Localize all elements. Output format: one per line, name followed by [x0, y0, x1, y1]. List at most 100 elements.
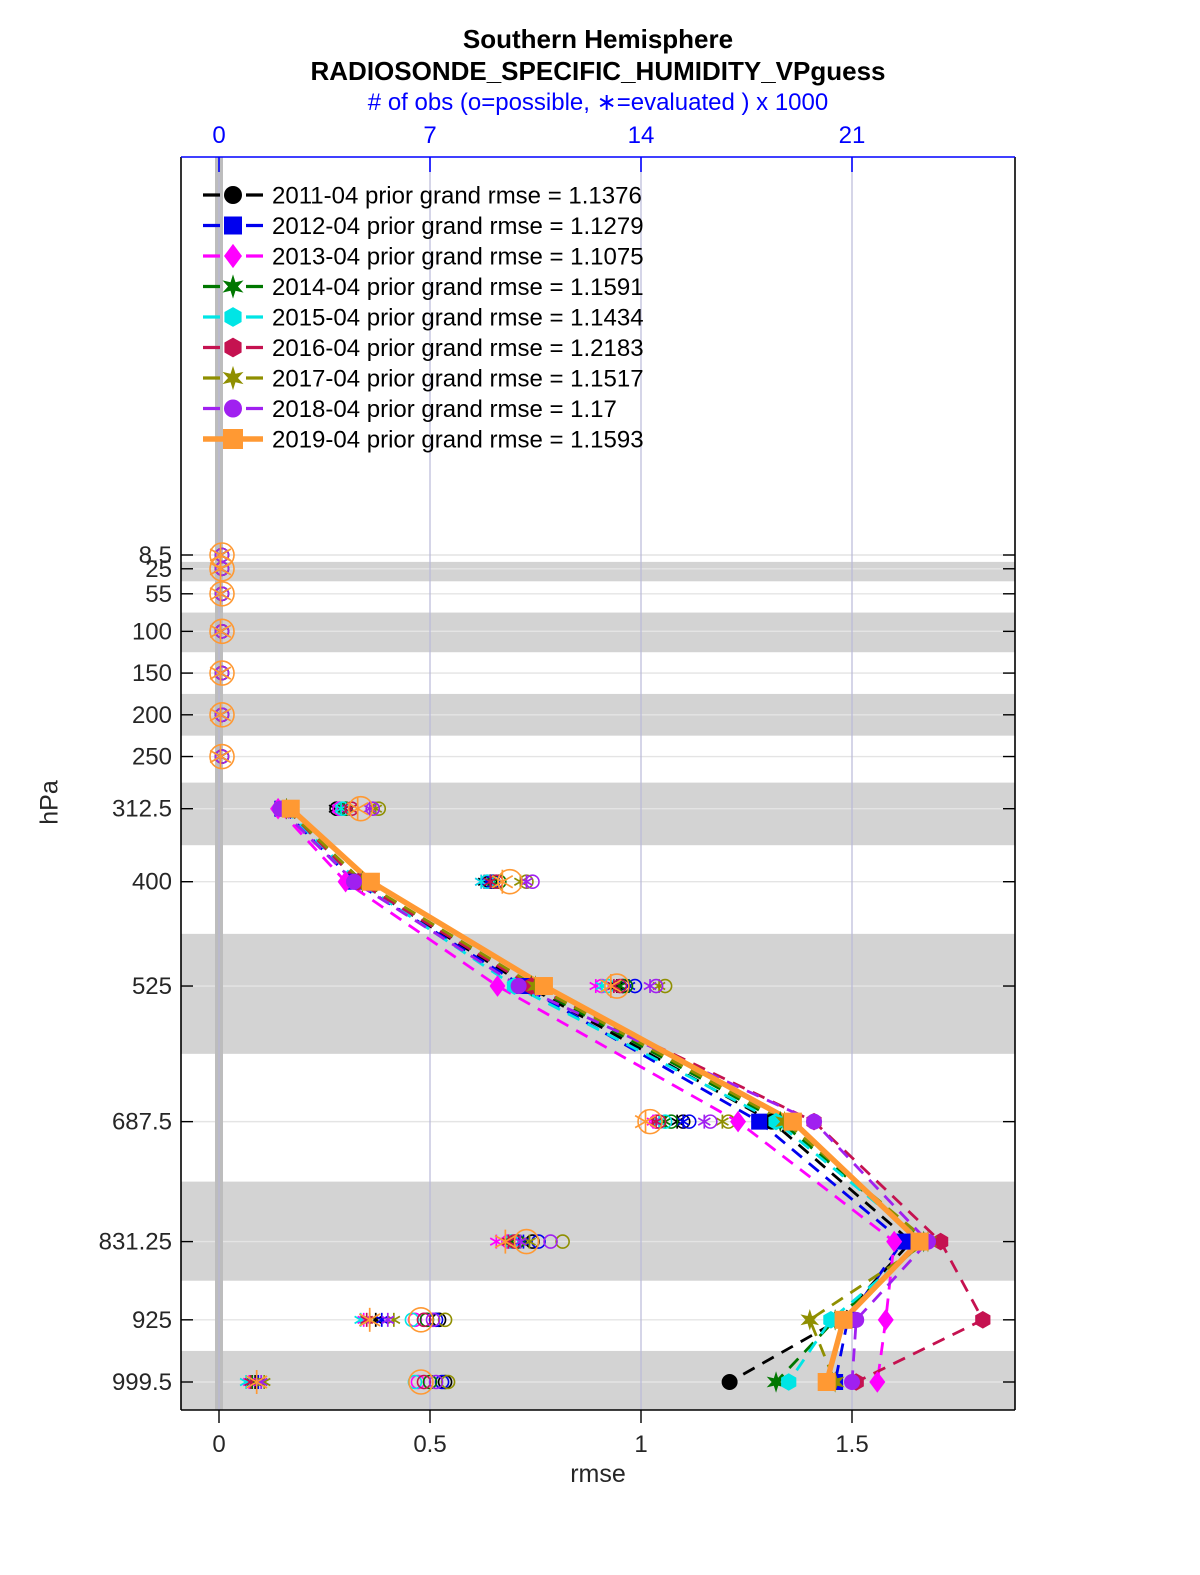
- y-tick-label: 250: [132, 744, 172, 771]
- legend-label: 2017-04 prior grand rmse = 1.1517: [272, 366, 644, 393]
- obs-possible-marker: [437, 1312, 453, 1328]
- pressure-band: [181, 1350, 1015, 1410]
- rmse-marker-circle: [224, 186, 242, 204]
- rmse-marker-hexagon: [768, 1112, 784, 1131]
- obs-possible-marker: [408, 1369, 434, 1395]
- legend-entry-2011-04: 2011-04 prior grand rmse = 1.1376: [203, 183, 642, 210]
- legend-label: 2014-04 prior grand rmse = 1.1591: [272, 274, 644, 301]
- rmse-marker-circle: [510, 978, 527, 995]
- series-line-2012-04: [281, 807, 905, 1383]
- rmse-marker-hexagon: [975, 1311, 991, 1329]
- pressure-band: [181, 933, 1015, 1054]
- legend-label: 2015-04 prior grand rmse = 1.1434: [272, 305, 644, 332]
- obs-possible-marker: [209, 618, 235, 645]
- x-axis-label: rmse: [570, 1460, 626, 1488]
- obs-possible-marker: [404, 1312, 420, 1328]
- obs-evaluated-marker: [209, 702, 232, 727]
- obs-evaluated-marker: [387, 1312, 401, 1327]
- obs-possible-marker: [209, 555, 235, 582]
- rmse-marker-circle: [844, 1374, 860, 1390]
- obs-possible-marker: [531, 1234, 546, 1249]
- obs-possible-marker: [543, 1234, 558, 1249]
- rmse-marker-square: [223, 429, 243, 449]
- obs-possible-marker: [214, 665, 230, 681]
- legend-entry-2017-04: 2017-04 prior grand rmse = 1.1517: [203, 366, 644, 393]
- rmse-marker-hexagon: [932, 1232, 949, 1251]
- rmse-marker-diamond: [869, 1371, 886, 1393]
- legend-entry-2015-04: 2015-04 prior grand rmse = 1.1434: [203, 305, 644, 332]
- pressure-band: [181, 782, 1015, 846]
- legend-label: 2018-04 prior grand rmse = 1.17: [272, 396, 617, 423]
- y-tick-label: 55: [145, 581, 172, 608]
- rmse-marker-square: [783, 1112, 802, 1131]
- obs-possible-marker: [637, 1108, 663, 1135]
- pressure-band: [181, 561, 1015, 582]
- x-tick-label: 0: [212, 1431, 225, 1458]
- obs-evaluated-marker: [652, 1114, 666, 1129]
- obs-evaluated-marker: [209, 619, 232, 644]
- obs-evaluated-marker: [480, 874, 494, 889]
- obs-possible-marker: [425, 1312, 441, 1328]
- obs-possible-marker: [408, 1307, 434, 1333]
- rmse-marker-star: [222, 274, 244, 299]
- legend-label: 2012-04 prior grand rmse = 1.1279: [272, 213, 644, 240]
- obs-evaluated-marker: [494, 1229, 517, 1254]
- legend-entry-2014-04: 2014-04 prior grand rmse = 1.1591: [203, 274, 644, 301]
- obs-evaluated-marker: [209, 744, 232, 769]
- rmse-marker-circle: [721, 1374, 738, 1390]
- chart-subtitle: RADIOSONDE_SPECIFIC_HUMIDITY_VPguess: [310, 56, 886, 86]
- obs-possible-marker: [214, 749, 230, 764]
- y-tick-label: 525: [132, 973, 172, 1000]
- obs-possible-marker: [209, 660, 235, 686]
- obs-evaluated-marker: [697, 1114, 711, 1129]
- obs-evaluated-marker: [360, 1312, 374, 1327]
- series-lines-layer: [277, 806, 985, 1384]
- obs-evaluated-marker: [357, 1312, 371, 1327]
- obs-possible-marker: [604, 973, 630, 999]
- rmse-marker-diamond: [224, 243, 242, 269]
- rmse-marker-diamond: [877, 1309, 894, 1331]
- grid-layer: [181, 157, 1015, 1410]
- obs-evaluated-marker: [491, 869, 514, 894]
- rmse-marker-square: [910, 1232, 929, 1251]
- obs-possible-marker: [555, 1234, 570, 1249]
- obs-evaluated-marker: [358, 1307, 381, 1332]
- obs-possible-marker: [416, 1374, 432, 1390]
- y-tick-label: 400: [132, 869, 172, 896]
- obs-tick-label: 21: [839, 122, 866, 149]
- rmse-marker-star: [222, 365, 244, 391]
- obs-evaluated-marker: [483, 874, 497, 889]
- obs-possible-marker: [416, 1312, 432, 1328]
- obs-possible-marker: [214, 561, 230, 577]
- rmse-markers-layer: [270, 797, 991, 1393]
- obs-possible-marker: [422, 1374, 438, 1390]
- y-tick-label: 8.5: [139, 542, 172, 569]
- legend-label: 2011-04 prior grand rmse = 1.1376: [272, 183, 642, 210]
- rmse-marker-hexagon: [224, 337, 242, 358]
- obs-possible-marker: [440, 1374, 456, 1390]
- rmse-marker-square: [281, 799, 300, 818]
- obs-possible-marker: [497, 868, 523, 895]
- rmse-marker-circle: [806, 1113, 823, 1130]
- rmse-marker-circle: [346, 873, 363, 890]
- obs-evaluated-marker: [363, 801, 377, 816]
- legend-label: 2013-04 prior grand rmse = 1.1075: [272, 244, 644, 271]
- rmse-marker-star: [766, 1371, 786, 1393]
- obs-evaluated-marker: [375, 1312, 389, 1327]
- y-tick-label: 687.5: [112, 1109, 172, 1136]
- obs-evaluated-marker: [634, 1109, 657, 1134]
- obs-possible-marker: [209, 743, 235, 770]
- obs-evaluated-marker: [245, 1370, 268, 1394]
- y-tick-label: 999.5: [112, 1369, 172, 1396]
- series-line-2013-04: [277, 807, 896, 1383]
- x-tick-label: 0.5: [413, 1431, 446, 1458]
- x-tick-label: 1.5: [835, 1431, 868, 1458]
- rmse-marker-star: [800, 1309, 820, 1331]
- obs-evaluated-marker: [346, 796, 369, 821]
- obs-evaluated-marker: [589, 979, 603, 994]
- y-tick-label: 312.5: [112, 796, 172, 823]
- series-line-2014-04: [285, 807, 926, 1383]
- obs-evaluated-marker: [610, 979, 624, 994]
- legend-entry-2019-04: 2019-04 prior grand rmse = 1.1593: [203, 427, 644, 454]
